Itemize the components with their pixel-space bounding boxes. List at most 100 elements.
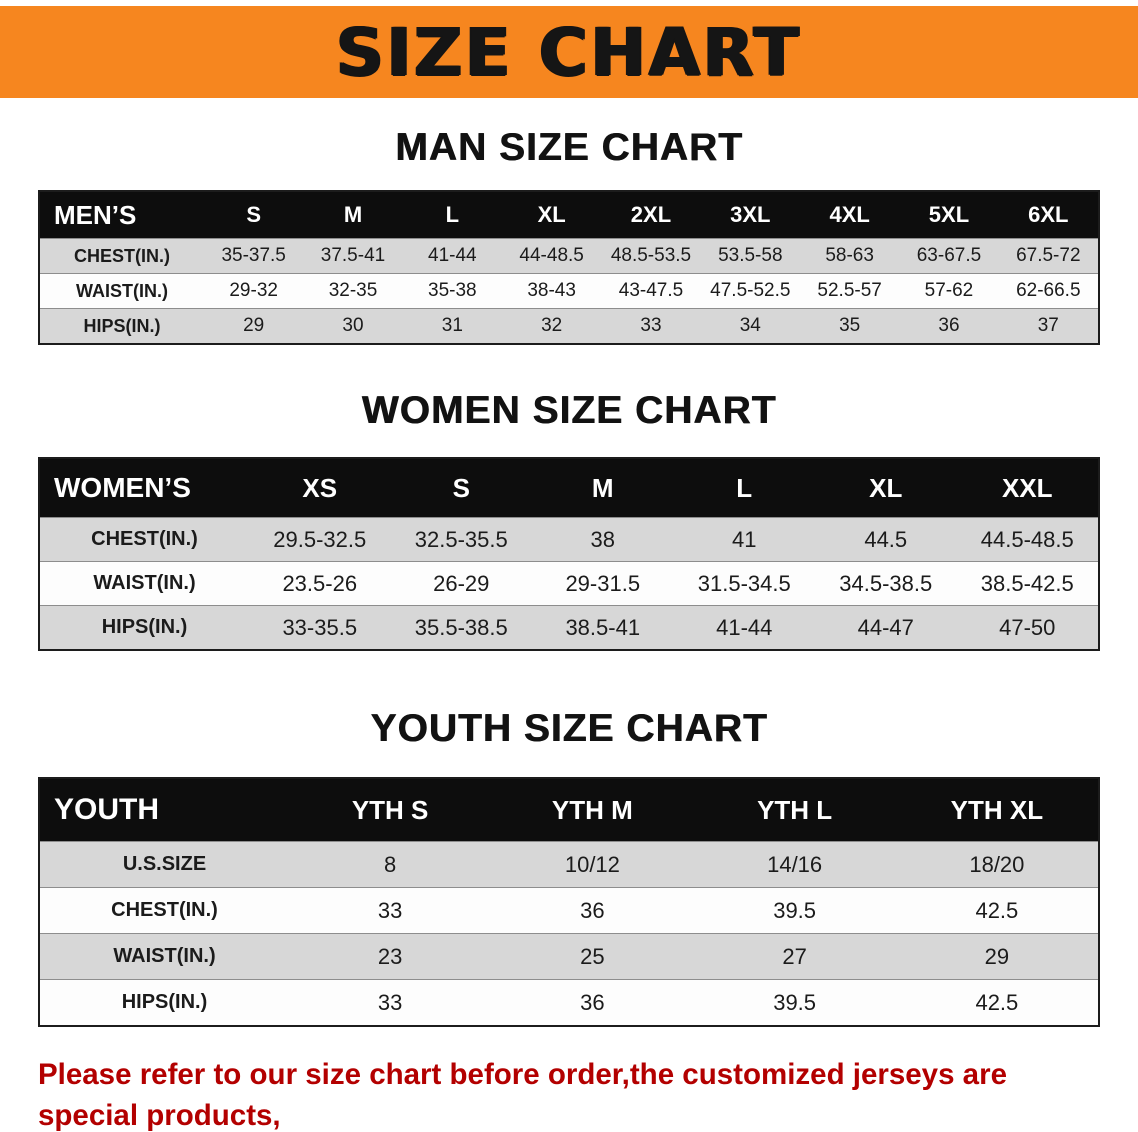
column-header-cell: 4XL: [799, 192, 900, 239]
value-cell: 44-48.5: [501, 238, 602, 274]
value-cell: 35-37.5: [204, 238, 304, 274]
value-cell: 27: [693, 933, 896, 980]
value-cell: 33: [289, 979, 492, 1025]
value-cell: 36: [491, 887, 694, 934]
women-size-heading: WOMEN SIZE CHART: [361, 389, 777, 432]
table-row: WAIST(IN.) 23.5-26 26-29 29-31.5 31.5-34.5 34…: [40, 561, 1098, 606]
men-size-table: MEN’S S M L XL 2XL 3XL 4XL 5XL 6XL CHEST(IN.) 35-37…: [38, 190, 1100, 345]
value-cell: 39.5: [693, 979, 896, 1025]
value-cell: 36: [899, 308, 999, 343]
row-label-cell: WAIST(IN.): [40, 933, 289, 980]
size-chart-banner: SIZE CHART: [0, 6, 1138, 98]
table-title-cell: MEN’S: [40, 192, 204, 239]
size-table: WOMEN’S XS S M L XL XXL CHEST(IN.) 29.5-32.5 32.5…: [40, 459, 1098, 649]
value-cell: 31.5-34.5: [673, 561, 815, 606]
column-header-cell: XS: [249, 459, 391, 518]
table-header-row: YOUTH YTH S YTH M YTH L YTH XL: [40, 779, 1098, 842]
column-header-cell: 3XL: [700, 192, 800, 239]
row-label-cell: HIPS(IN.): [40, 308, 204, 343]
column-header-cell: S: [204, 192, 304, 239]
column-header-cell: YTH L: [693, 779, 896, 842]
value-cell: 44.5: [815, 517, 957, 562]
value-cell: 32-35: [303, 273, 403, 309]
row-label-cell: WAIST(IN.): [40, 561, 249, 606]
row-label-cell: HIPS(IN.): [40, 979, 289, 1025]
value-cell: 41: [673, 517, 815, 562]
value-cell: 31: [402, 308, 502, 343]
table-row: U.S.SIZE 8 10/12 14/16 18/20: [40, 841, 1098, 888]
table-title-cell: WOMEN’S: [40, 459, 249, 518]
row-label-cell: WAIST(IN.): [40, 273, 204, 309]
column-header-cell: M: [303, 192, 403, 239]
value-cell: 34.5-38.5: [815, 561, 957, 606]
column-header-cell: M: [532, 459, 674, 518]
value-cell: 53.5-58: [700, 238, 800, 274]
value-cell: 38.5-42.5: [956, 561, 1098, 606]
value-cell: 44.5-48.5: [956, 517, 1098, 562]
women-size-section: WOMEN SIZE CHART WOMEN’S XS S M L XL XXL CHEST(…: [0, 389, 1138, 651]
value-cell: 29: [895, 933, 1098, 980]
value-cell: 8: [289, 841, 492, 888]
value-cell: 29-32: [204, 273, 304, 309]
men-size-section: MAN SIZE CHART MEN’S S M L XL 2XL 3XL 4XL 5XL 6XL…: [0, 126, 1138, 345]
column-header-cell: YTH M: [491, 779, 694, 842]
value-cell: 57-62: [899, 273, 999, 309]
value-cell: 26-29: [390, 561, 532, 606]
table-row: WAIST(IN.) 23 25 27 29: [40, 933, 1098, 980]
value-cell: 38.5-41: [532, 605, 674, 649]
women-size-table: WOMEN’S XS S M L XL XXL CHEST(IN.) 29.5-32.5 32.5…: [38, 457, 1100, 651]
value-cell: 29-31.5: [532, 561, 674, 606]
value-cell: 23: [289, 933, 492, 980]
value-cell: 47.5-52.5: [700, 273, 800, 309]
value-cell: 10/12: [491, 841, 694, 888]
disclaimer: Please refer to our size chart before or…: [38, 1055, 1100, 1132]
value-cell: 32.5-35.5: [390, 517, 532, 562]
value-cell: 37.5-41: [303, 238, 403, 274]
value-cell: 36: [491, 979, 694, 1025]
value-cell: 35-38: [402, 273, 502, 309]
table-row: HIPS(IN.) 33 36 39.5 42.5: [40, 979, 1098, 1025]
row-label-cell: U.S.SIZE: [40, 841, 289, 888]
value-cell: 14/16: [693, 841, 896, 888]
value-cell: 62-66.5: [998, 273, 1098, 309]
table-row: HIPS(IN.) 33-35.5 35.5-38.5 38.5-41 41-44 44-…: [40, 605, 1098, 649]
value-cell: 32: [501, 308, 602, 343]
men-size-heading: MAN SIZE CHART: [395, 126, 743, 169]
value-cell: 63-67.5: [899, 238, 999, 274]
column-header-cell: L: [673, 459, 815, 518]
column-header-cell: L: [402, 192, 502, 239]
column-header-cell: YTH XL: [895, 779, 1098, 842]
column-header-cell: YTH S: [289, 779, 492, 842]
value-cell: 30: [303, 308, 403, 343]
value-cell: 29.5-32.5: [249, 517, 391, 562]
youth-size-section: YOUTH SIZE CHART YOUTH YTH S YTH M YTH L YTH…: [0, 707, 1138, 1027]
table-row: HIPS(IN.) 29 30 31 32 33 34 35 36 37: [40, 308, 1098, 343]
value-cell: 33-35.5: [249, 605, 391, 649]
value-cell: 39.5: [693, 887, 896, 934]
value-cell: 35: [799, 308, 900, 343]
value-cell: 38-43: [501, 273, 602, 309]
value-cell: 47-50: [956, 605, 1098, 649]
table-row: CHEST(IN.) 29.5-32.5 32.5-35.5 38 41 44.5 44.5…: [40, 517, 1098, 562]
column-header-cell: 6XL: [998, 192, 1098, 239]
value-cell: 67.5-72: [998, 238, 1098, 274]
value-cell: 35.5-38.5: [390, 605, 532, 649]
table-title-cell: YOUTH: [40, 779, 289, 842]
youth-size-heading: YOUTH SIZE CHART: [370, 707, 768, 750]
value-cell: 44-47: [815, 605, 957, 649]
disclaimer-line: Please refer to our size chart before or…: [38, 1058, 1007, 1132]
value-cell: 58-63: [799, 238, 900, 274]
value-cell: 34: [700, 308, 800, 343]
table-row: WAIST(IN.) 29-32 32-35 35-38 38-43 43-47.5 47.…: [40, 273, 1098, 309]
size-table: MEN’S S M L XL 2XL 3XL 4XL 5XL 6XL CHEST(IN.) 35-37…: [40, 192, 1098, 343]
value-cell: 29: [204, 308, 304, 343]
value-cell: 37: [998, 308, 1098, 343]
table-row: CHEST(IN.) 35-37.5 37.5-41 41-44 44-48.5 48.5…: [40, 238, 1098, 274]
row-label-cell: CHEST(IN.): [40, 238, 204, 274]
table-row: CHEST(IN.) 33 36 39.5 42.5: [40, 887, 1098, 934]
value-cell: 18/20: [895, 841, 1098, 888]
value-cell: 23.5-26: [249, 561, 391, 606]
youth-size-table: YOUTH YTH S YTH M YTH L YTH XL U.S.SIZE 8 10/12…: [38, 777, 1100, 1027]
column-header-cell: 2XL: [601, 192, 701, 239]
row-label-cell: HIPS(IN.): [40, 605, 249, 649]
